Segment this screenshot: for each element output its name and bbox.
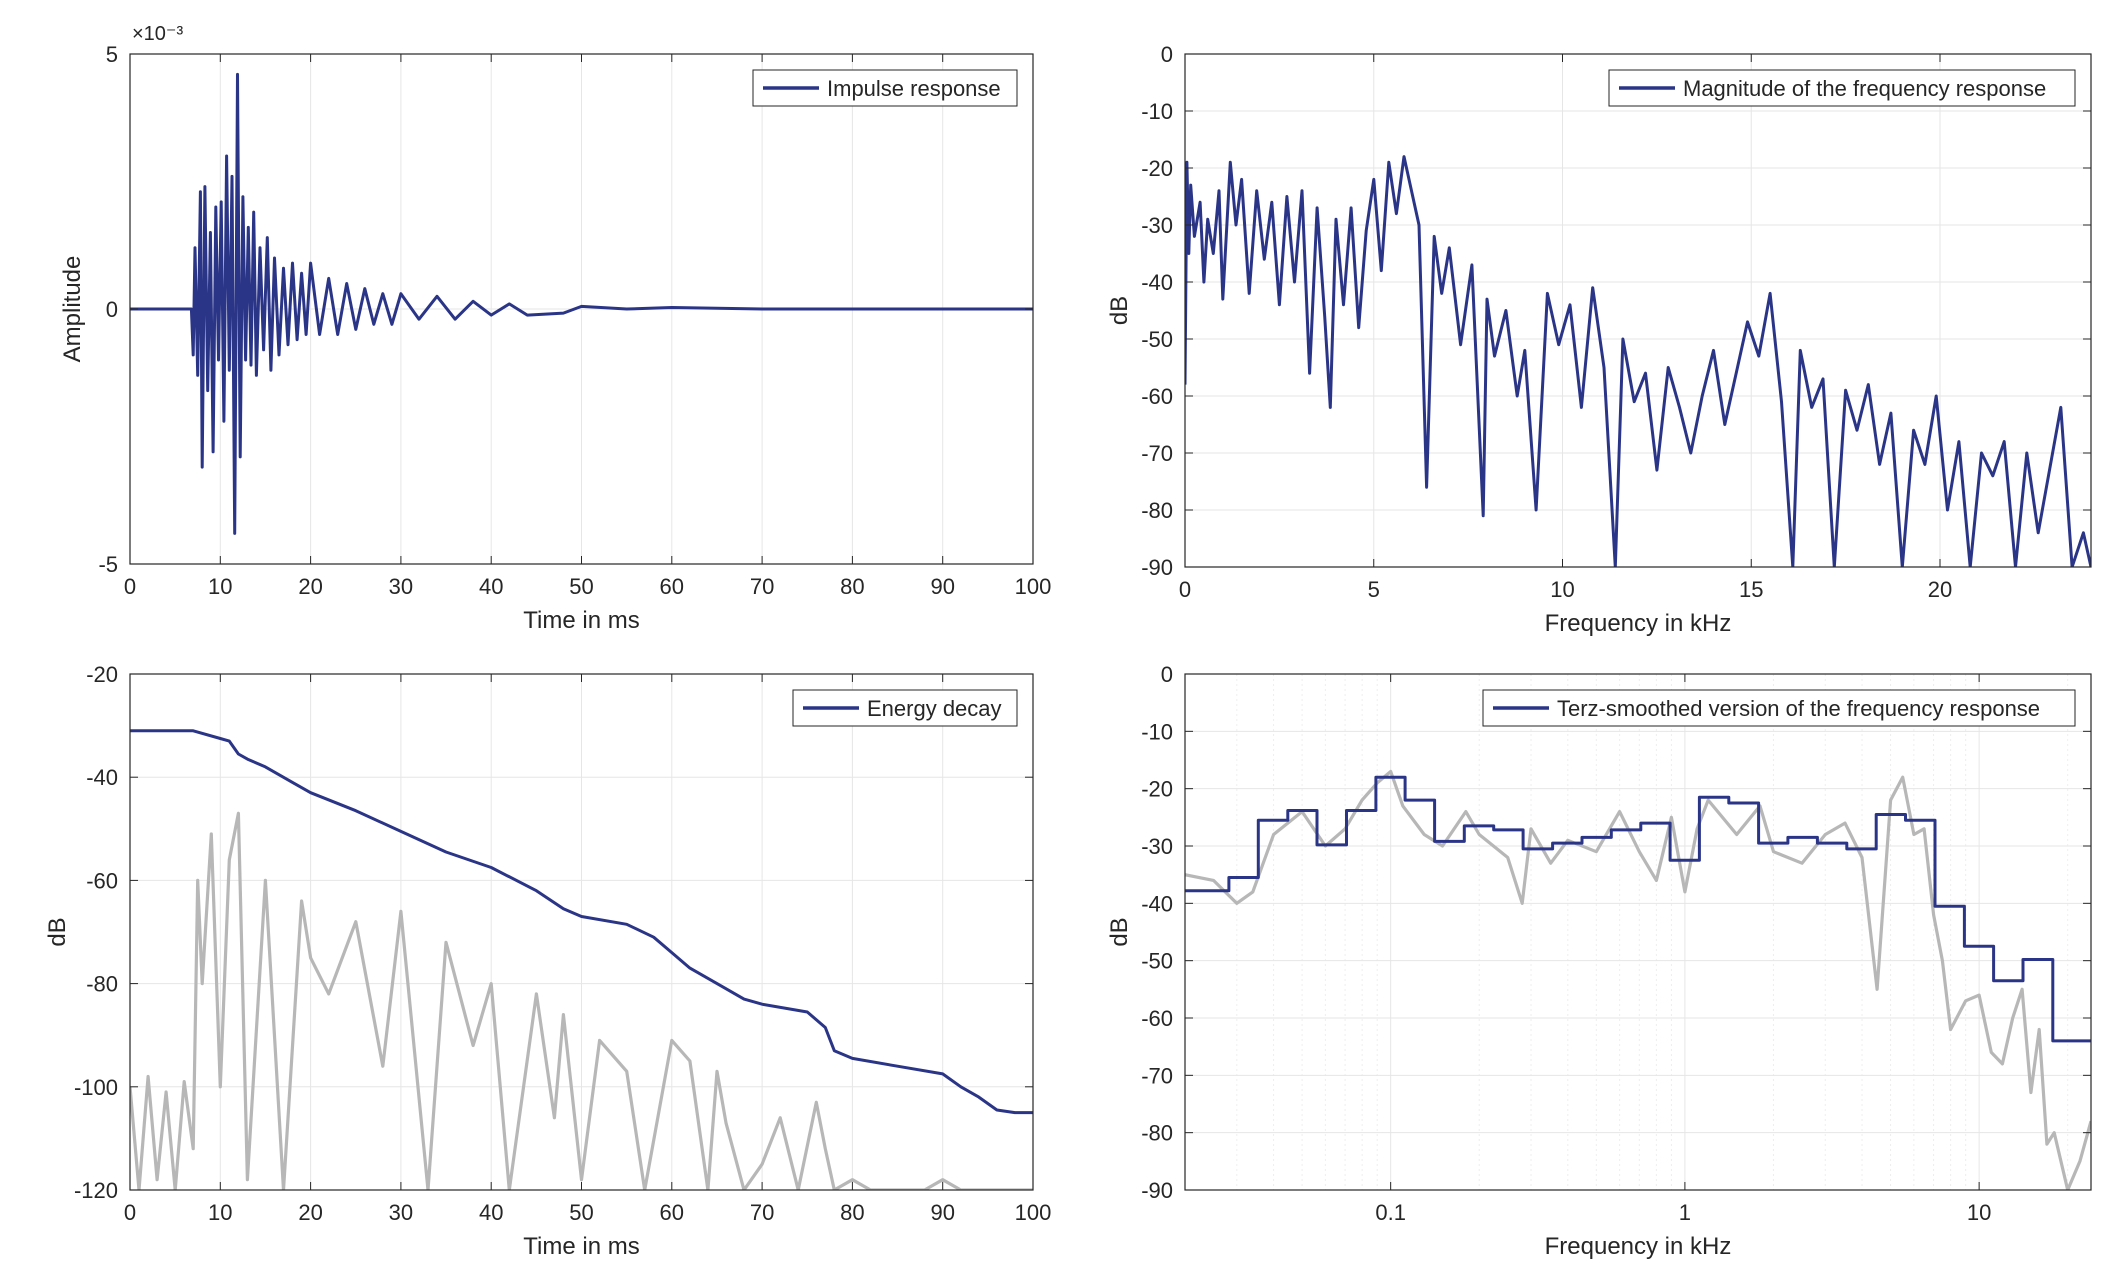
y-axis-label: Amplitude <box>59 256 86 363</box>
legend-label: Energy decay <box>867 696 1002 721</box>
legend-box <box>1608 69 2076 107</box>
x-tick-label: 10 <box>208 574 232 599</box>
x-tick-label: 30 <box>389 1200 413 1225</box>
y-tick-label: -20 <box>1141 156 1173 181</box>
legend-box <box>1482 689 2076 727</box>
y-axis-label: dB <box>1106 917 1133 946</box>
x-tick-label: 0 <box>1179 577 1191 602</box>
chart-energy: 0 10 20 30 40 50 60 70 80 90 100 -120 -100 -80 -60 -40 -… <box>44 662 1051 1260</box>
y-tick-label: -10 <box>1141 719 1173 744</box>
y-tick-label: -20 <box>1141 777 1173 802</box>
legend-label: Terz-smoothed version of the frequency r… <box>1557 696 2040 721</box>
x-axis-label: Frequency in kHz <box>1545 1233 1732 1260</box>
y-axis-label: dB <box>44 917 71 946</box>
series-line-gray <box>130 811 1033 1190</box>
legend: Energy decay <box>792 689 1018 727</box>
y-tick-label: 5 <box>106 42 118 67</box>
y-tick-label: -80 <box>1141 1121 1173 1146</box>
y-tick-label: -40 <box>1141 891 1173 916</box>
x-tick-label: 80 <box>840 574 864 599</box>
x-tick-label: 70 <box>750 574 774 599</box>
y-tick-label: -60 <box>86 868 118 893</box>
series-line-gray <box>1185 769 2091 1190</box>
x-tick-label: 60 <box>660 1200 684 1225</box>
y-tick-label: -90 <box>1141 555 1173 580</box>
x-axis-label: Frequency in kHz <box>1545 610 1732 637</box>
legend: Impulse response <box>752 69 1018 107</box>
x-tick-label: 10 <box>1967 1200 1991 1225</box>
y-tick-label: -100 <box>74 1075 118 1100</box>
y-tick-label: 0 <box>106 297 118 322</box>
y-tick-label: -80 <box>1141 498 1173 523</box>
x-tick-label: 20 <box>298 1200 322 1225</box>
legend: Terz-smoothed version of the frequency r… <box>1482 689 2076 727</box>
x-tick-label: 80 <box>840 1200 864 1225</box>
series-line-main <box>130 729 1033 1115</box>
y-tick-label: -120 <box>74 1178 118 1203</box>
x-tick-label: 30 <box>389 574 413 599</box>
series-line-main <box>130 72 1033 535</box>
x-tick-label: 0.1 <box>1375 1200 1406 1225</box>
x-tick-label: 10 <box>1550 577 1574 602</box>
y-tick-label: -50 <box>1141 327 1173 352</box>
legend: Magnitude of the frequency response <box>1608 69 2076 107</box>
series-line-main <box>1185 775 2091 1043</box>
x-tick-label: 0 <box>124 574 136 599</box>
y-tick-label: -5 <box>98 552 118 577</box>
plot-area <box>1185 54 2091 567</box>
exponent-label: ×10⁻³ <box>132 23 183 45</box>
y-tick-label: -60 <box>1141 1006 1173 1031</box>
x-tick-label: 20 <box>298 574 322 599</box>
y-tick-label: -70 <box>1141 441 1173 466</box>
x-tick-label: 90 <box>930 1200 954 1225</box>
y-tick-label: -70 <box>1141 1063 1173 1088</box>
y-tick-label: -60 <box>1141 384 1173 409</box>
y-tick-label: 0 <box>1161 662 1173 687</box>
y-tick-label: -90 <box>1141 1178 1173 1203</box>
x-tick-label: 15 <box>1739 577 1763 602</box>
x-tick-label: 90 <box>930 574 954 599</box>
chart-terz: 0.1 1 10 -90 -80 -70 -60 -50 -40 -30 -20 -10 0 Freque… <box>1106 662 2092 1260</box>
x-tick-label: 1 <box>1679 1200 1691 1225</box>
x-tick-label: 5 <box>1368 577 1380 602</box>
chart-magnitude: 0 5 10 15 20 -90 -80 -70 -60 -50 -40 -30 -20 -10 0 Freq… <box>1106 42 2092 637</box>
y-axis-label: dB <box>1106 296 1133 325</box>
y-tick-label: -40 <box>1141 270 1173 295</box>
x-axis-label: Time in ms <box>523 607 639 634</box>
x-tick-label: 70 <box>750 1200 774 1225</box>
y-tick-label: -30 <box>1141 834 1173 859</box>
y-tick-label: -40 <box>86 765 118 790</box>
y-tick-label: -50 <box>1141 949 1173 974</box>
y-tick-label: -10 <box>1141 99 1173 124</box>
y-tick-label: 0 <box>1161 42 1173 67</box>
axes-box <box>1184 673 2092 1191</box>
x-tick-label: 50 <box>569 1200 593 1225</box>
x-tick-label: 40 <box>479 1200 503 1225</box>
y-tick-label: -80 <box>86 972 118 997</box>
y-tick-label: -30 <box>1141 213 1173 238</box>
series-line-main <box>1185 155 2091 567</box>
x-tick-label: 50 <box>569 574 593 599</box>
x-tick-label: 40 <box>479 574 503 599</box>
x-tick-label: 10 <box>208 1200 232 1225</box>
x-tick-label: 60 <box>660 574 684 599</box>
legend-label: Impulse response <box>827 76 1001 101</box>
axes-box <box>1184 53 2092 568</box>
x-tick-label: 20 <box>1928 577 1952 602</box>
x-tick-label: 0 <box>124 1200 136 1225</box>
y-tick-label: -20 <box>86 662 118 687</box>
legend-label: Magnitude of the frequency response <box>1683 76 2046 101</box>
plot-area <box>1185 674 2091 1190</box>
x-axis-label: Time in ms <box>523 1233 639 1260</box>
x-tick-label: 100 <box>1015 574 1052 599</box>
x-tick-label: 100 <box>1015 1200 1052 1225</box>
